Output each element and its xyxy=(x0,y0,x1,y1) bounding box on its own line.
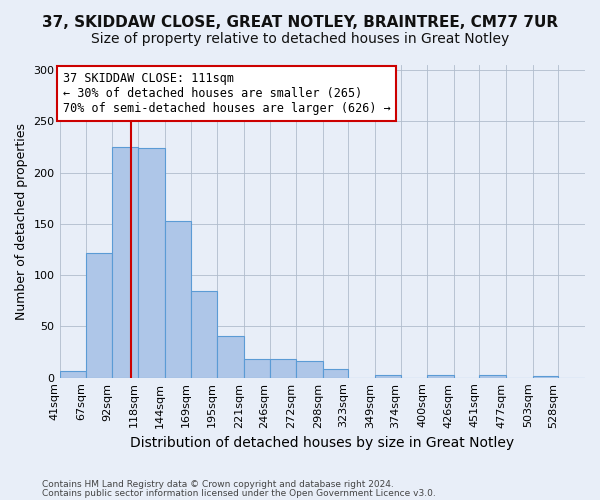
Text: 37, SKIDDAW CLOSE, GREAT NOTLEY, BRAINTREE, CM77 7UR: 37, SKIDDAW CLOSE, GREAT NOTLEY, BRAINTR… xyxy=(42,15,558,30)
Bar xyxy=(217,336,244,378)
Bar xyxy=(139,148,165,378)
Bar xyxy=(244,359,269,378)
Bar xyxy=(323,370,349,378)
Bar xyxy=(165,221,191,378)
Bar xyxy=(269,359,296,378)
Bar xyxy=(479,374,506,378)
Bar xyxy=(533,376,559,378)
Text: 37 SKIDDAW CLOSE: 111sqm
← 30% of detached houses are smaller (265)
70% of semi-: 37 SKIDDAW CLOSE: 111sqm ← 30% of detach… xyxy=(62,72,391,115)
X-axis label: Distribution of detached houses by size in Great Notley: Distribution of detached houses by size … xyxy=(130,436,514,450)
Y-axis label: Number of detached properties: Number of detached properties xyxy=(15,123,28,320)
Text: Contains HM Land Registry data © Crown copyright and database right 2024.: Contains HM Land Registry data © Crown c… xyxy=(42,480,394,489)
Bar xyxy=(375,374,401,378)
Text: Contains public sector information licensed under the Open Government Licence v3: Contains public sector information licen… xyxy=(42,489,436,498)
Bar xyxy=(191,290,217,378)
Text: Size of property relative to detached houses in Great Notley: Size of property relative to detached ho… xyxy=(91,32,509,46)
Bar xyxy=(112,147,139,378)
Bar xyxy=(86,252,112,378)
Bar xyxy=(59,370,86,378)
Bar xyxy=(427,374,454,378)
Bar xyxy=(296,362,323,378)
